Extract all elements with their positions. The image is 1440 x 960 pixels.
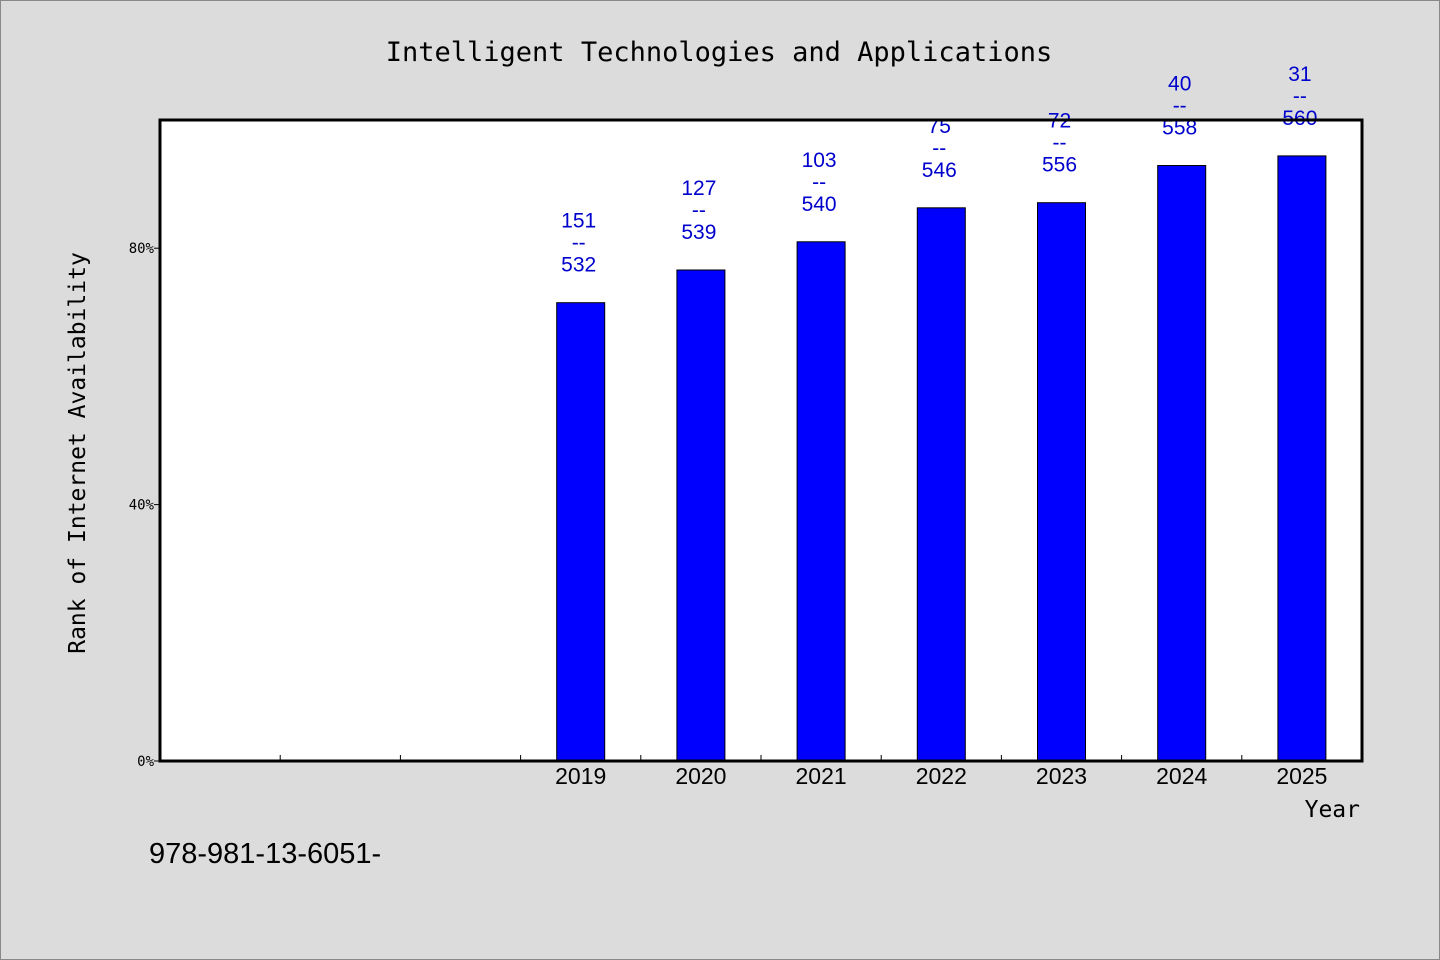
data-label-2024-top: 40 [1168, 73, 1191, 96]
chart-title: Intelligent Technologies and Application… [386, 37, 1052, 68]
bar-2022 [916, 207, 966, 762]
footer-identifier: 978-981-13-6051- [149, 838, 381, 870]
x-tick-label-2020: 2020 [675, 763, 726, 789]
data-label-2020-mid: -- [692, 199, 706, 222]
x-tick-label-2021: 2021 [796, 763, 847, 789]
axis-ticks-layer: 2019 2020 2021 2022 2023 2024 2025 0% 40% 80% [129, 241, 1328, 789]
bar-2020 [676, 269, 726, 762]
data-label-2025-top: 31 [1288, 63, 1311, 86]
data-label-2021-mid: -- [812, 171, 826, 194]
data-label-2019-bottom: 532 [561, 254, 596, 277]
x-tick-label-2023: 2023 [1036, 763, 1087, 789]
x-tick-label-2022: 2022 [916, 763, 967, 789]
y-tick-label: 40% [129, 498, 155, 514]
data-label-2021-top: 103 [802, 149, 837, 172]
bar-2025 [1277, 155, 1327, 762]
data-labels-layer: 151--532127--539103--54075--54672--55640… [561, 63, 1317, 277]
data-label-2024-mid: -- [1173, 95, 1187, 118]
x-axis-label: Year [1305, 797, 1360, 823]
y-axis-label: Rank of Internet Availability [65, 252, 91, 654]
data-label-2021-bottom: 540 [802, 193, 837, 216]
bar-2021 [796, 241, 846, 762]
bars-layer [556, 155, 1327, 762]
bar-2023 [1037, 202, 1086, 762]
data-label-2020-bottom: 539 [681, 221, 716, 244]
x-tick-label-2025: 2025 [1276, 763, 1327, 789]
bar-2024 [1157, 165, 1207, 762]
y-tick-label: 0% [137, 754, 154, 770]
data-label-2019-mid: -- [572, 232, 586, 255]
data-label-2024-bottom: 558 [1162, 117, 1197, 140]
data-label-2023-mid: -- [1053, 132, 1067, 155]
x-tick-label-2019: 2019 [555, 763, 606, 789]
x-tick-label-2024: 2024 [1156, 763, 1207, 789]
data-label-2022-top: 75 [928, 115, 951, 138]
data-label-2022-bottom: 546 [922, 159, 957, 182]
data-label-2019-top: 151 [561, 210, 596, 233]
bar-2019 [556, 302, 606, 762]
data-label-2020-top: 127 [681, 177, 716, 200]
y-tick-label: 80% [129, 241, 155, 257]
data-label-2025-bottom: 560 [1282, 107, 1317, 130]
data-label-2025-mid: -- [1293, 85, 1307, 108]
data-label-2022-mid: -- [932, 137, 946, 160]
data-label-2023-bottom: 556 [1042, 154, 1077, 177]
